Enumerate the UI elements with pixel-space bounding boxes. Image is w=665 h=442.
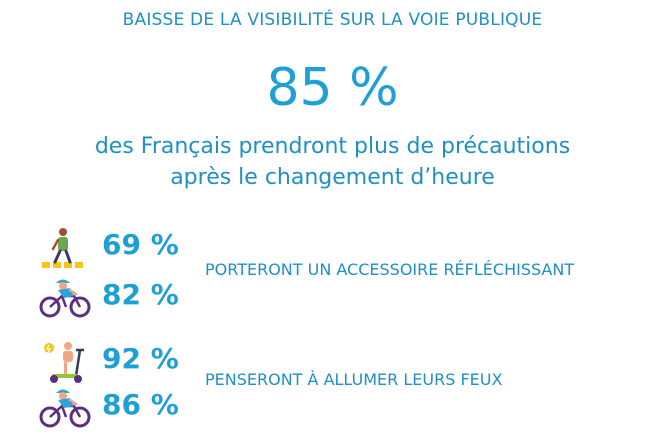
stat-value-pedestrian-reflective: 69 % xyxy=(102,228,179,261)
stat-value-cyclist-reflective: 82 % xyxy=(102,278,179,311)
stat-row-cyclist-lights: 86 % xyxy=(0,386,200,430)
cyclist-icon xyxy=(39,279,91,318)
stat-value-cyclist-lights: 86 % xyxy=(102,388,179,421)
stat-row-scooter: 92 % xyxy=(0,340,200,384)
group-label-reflective: PORTERONT UN ACCESSOIRE RÉFLÉCHISSANT xyxy=(205,260,575,279)
stat-row-pedestrian: 69 % xyxy=(0,226,200,270)
headline-description-line-1: des Français prendront plus de précautio… xyxy=(94,134,571,159)
stat-row-cyclist-reflective: 82 % xyxy=(0,276,200,320)
headline-description: des Français prendront plus de précautio… xyxy=(0,131,665,193)
headline-description-line-2: après le changement d’heure xyxy=(170,165,495,190)
stat-value-scooter-lights: 92 % xyxy=(102,342,179,375)
group-label-lights: PENSERONT À ALLUMER LEURS FEUX xyxy=(205,370,503,389)
headline-percentage: 85 % xyxy=(266,58,399,118)
scooter-icon xyxy=(44,342,84,383)
pedestrian-icon xyxy=(42,228,83,268)
infographic-title: BAISSE DE LA VISIBILITÉ SUR LA VOIE PUBL… xyxy=(122,10,543,30)
cyclist-icon xyxy=(39,389,91,428)
